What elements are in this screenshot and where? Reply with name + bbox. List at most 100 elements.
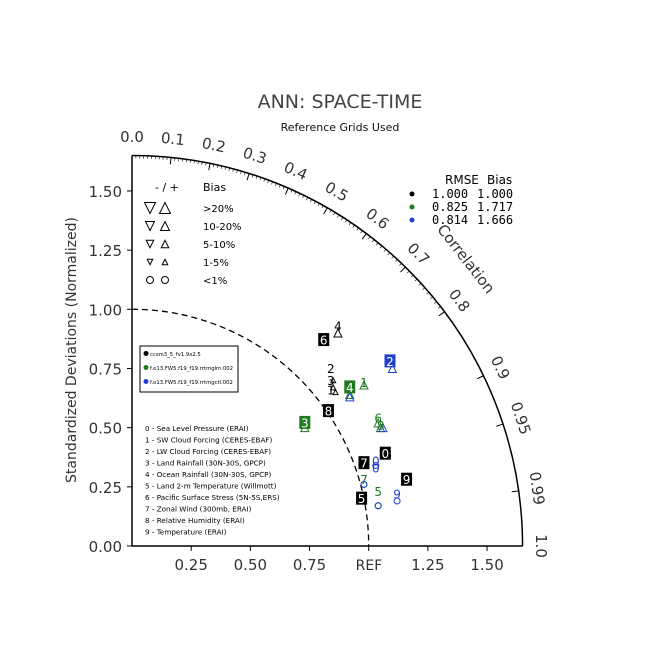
- data-point-circle: [360, 480, 368, 488]
- bias-legend-tri-down: [144, 221, 156, 232]
- x-tick-label: 1.50: [470, 556, 503, 574]
- corr-minor-tick: [251, 174, 254, 178]
- point-label-box: [358, 456, 370, 470]
- bias-legend-tri-down: [146, 258, 154, 266]
- point-label: 6: [374, 412, 382, 426]
- bias-legend-signs: - / +: [155, 181, 179, 194]
- corr-minor-tick: [437, 306, 441, 309]
- y-tick-label: 0.25: [89, 479, 122, 497]
- corr-minor-tick: [321, 205, 324, 209]
- data-point-circle: [372, 462, 380, 470]
- corr-minor-tick: [434, 301, 437, 304]
- reference-arc: [131, 308, 370, 547]
- point-label: 4: [346, 381, 354, 395]
- point-label: 2: [327, 362, 335, 376]
- stats-bias: 1.666: [477, 213, 513, 227]
- corr-minor-tick: [422, 287, 426, 290]
- stats-color-dot: [409, 204, 415, 210]
- case-name: ccsm3_5_fv1.9x2.5: [150, 352, 201, 358]
- data-point-circle: [374, 502, 382, 510]
- data-point-triangle: [373, 417, 383, 428]
- case-color-dot: [143, 365, 149, 370]
- corr-minor-tick: [271, 181, 273, 185]
- corr-minor-tick: [317, 203, 320, 207]
- corr-minor-tick: [236, 169, 238, 173]
- case-color-dot: [143, 379, 149, 384]
- bias-legend-row-label: 5-10%: [203, 240, 235, 251]
- corr-minor-tick: [220, 165, 223, 169]
- chart-subtitle: Reference Grids Used: [281, 121, 400, 134]
- stats-color-dot: [409, 217, 415, 223]
- corr-minor-tick: [302, 195, 305, 199]
- corr-minor-tick: [333, 212, 336, 216]
- point-label-box: [379, 446, 391, 460]
- corr-minor-tick: [344, 219, 348, 223]
- corr-minor-tick: [278, 184, 281, 188]
- case-legend-box: [139, 345, 239, 393]
- correlation-label: Correlation: [433, 221, 498, 297]
- point-label-box: [401, 472, 413, 486]
- bias-legend-circle: [161, 276, 169, 284]
- corr-minor-tick: [232, 168, 234, 172]
- corr-minor-tick: [372, 239, 375, 243]
- stats-header-bias: Bias: [487, 173, 512, 187]
- point-label-box: [322, 404, 334, 418]
- point-label: 3: [301, 416, 309, 430]
- point-label-box: [356, 491, 368, 505]
- corr-tick-mark: [361, 233, 367, 240]
- corr-tick-label: 0.1: [160, 129, 186, 149]
- corr-tick-mark: [400, 266, 406, 273]
- point-label: 8: [325, 405, 333, 419]
- corr-minor-tick: [387, 252, 390, 256]
- bias-legend-circle: [146, 276, 154, 284]
- variable-legend-item: 6 - Pacific Surface Stress (5N-5S,ERS): [145, 493, 280, 502]
- data-point-triangle: [333, 327, 343, 338]
- corr-tick-label: 0.95: [507, 400, 535, 437]
- corr-minor-tick: [267, 180, 269, 184]
- corr-tick-mark: [323, 207, 328, 215]
- variable-legend-item: 0 - Sea Level Pressure (ERAI): [145, 424, 249, 433]
- bias-legend-tri-up: [159, 220, 171, 231]
- y-tick-label: 0.75: [89, 360, 122, 378]
- point-label-box: [344, 380, 356, 394]
- corr-tick-mark: [169, 157, 172, 165]
- y-axis-label: Standardized Deviations (Normalized): [64, 217, 80, 483]
- corr-minor-tick: [313, 201, 316, 205]
- variable-legend-item: 9 - Temperature (ERAI): [145, 528, 227, 537]
- point-label: 0: [381, 447, 389, 461]
- stats-rmse: 0.814: [432, 213, 468, 227]
- data-point-triangle: [378, 422, 388, 433]
- corr-minor-tick: [348, 222, 351, 226]
- point-label: 4: [334, 319, 342, 333]
- y-tick-label: 0.50: [89, 420, 122, 438]
- bias-legend-row-label: <1%: [203, 276, 227, 287]
- corr-minor-tick: [310, 199, 312, 203]
- corr-minor-tick: [306, 197, 309, 201]
- corr-minor-tick: [375, 242, 379, 246]
- variable-legend-item: 1 - SW Cloud Forcing (CERES-EBAF): [145, 436, 273, 445]
- corr-minor-tick: [244, 172, 246, 176]
- stats-color-dot: [409, 191, 415, 197]
- corr-tick-label: 0.99: [526, 470, 549, 506]
- point-label: 1: [360, 376, 368, 390]
- corr-minor-tick: [263, 178, 266, 182]
- stats-bias: 1.717: [477, 200, 513, 214]
- corr-minor-tick: [406, 270, 410, 274]
- x-tick-label: 0.50: [234, 556, 267, 574]
- case-name: f.e13.FW5.f19_f19.rrtmglm.002: [150, 366, 233, 372]
- corr-tick-label: 0.4: [281, 158, 310, 184]
- variable-legend-item: 3 - Land Rainfall (30N-30S, GPCP): [145, 459, 266, 468]
- data-point-triangle: [359, 379, 369, 390]
- point-label: 0: [372, 454, 380, 468]
- point-label-box: [318, 333, 330, 347]
- ref-label: REF: [356, 558, 383, 574]
- variable-legend-item: 8 - Relative Humidity (ERAI): [145, 516, 245, 525]
- corr-minor-tick: [341, 217, 344, 220]
- corr-minor-tick: [201, 161, 203, 165]
- y-tick-label: 0.00: [89, 538, 122, 556]
- corr-tick-mark: [246, 173, 250, 181]
- stats-rmse: 0.825: [432, 200, 468, 214]
- legend-layer: - / + Bias>20%10-20%5-10%1-5%<1%RMSE Bias1…: [139, 173, 513, 537]
- corr-minor-tick: [294, 191, 297, 195]
